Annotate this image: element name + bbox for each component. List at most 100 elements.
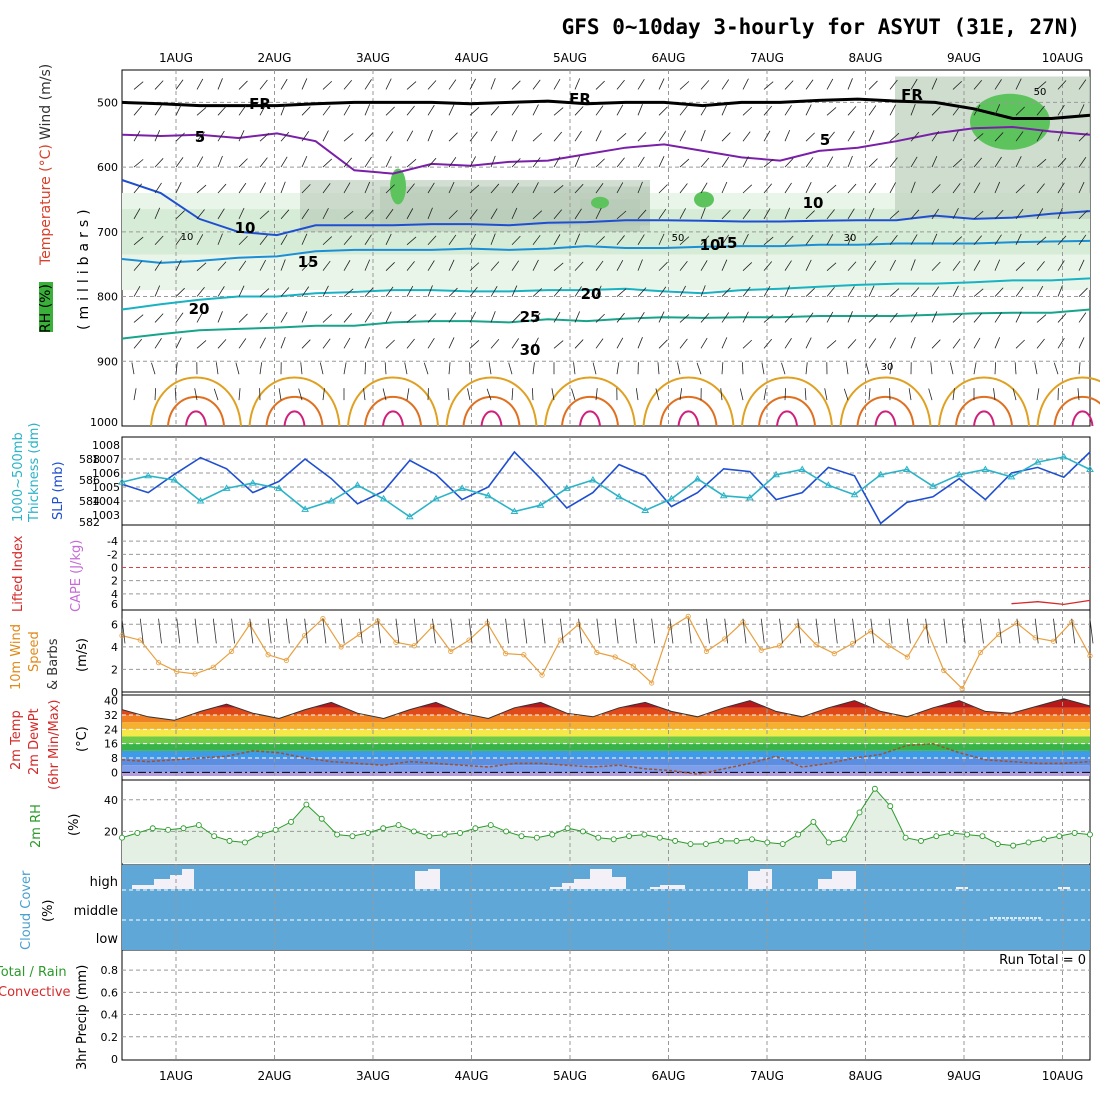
wind-barb — [469, 286, 478, 297]
wind-barb — [238, 235, 248, 246]
wind-barb — [1057, 285, 1063, 297]
wind-speed-marker — [776, 643, 783, 649]
wind-barb — [843, 388, 849, 401]
wind-barb — [910, 311, 918, 323]
wind-barb — [215, 362, 219, 375]
cloud-level-middle: middle — [74, 904, 118, 919]
wind-barb-10m — [742, 618, 747, 644]
wind-barb — [784, 105, 792, 116]
warm-contour-inner — [364, 395, 422, 427]
wind-barb — [175, 104, 182, 116]
wind-barb — [1078, 234, 1087, 245]
wind-barb — [511, 235, 521, 246]
wind-barb — [280, 131, 290, 142]
wind-barb — [364, 156, 372, 168]
cloud-clear-gap — [660, 885, 685, 889]
lifted-index-line — [1011, 599, 1091, 606]
rh-marker — [134, 830, 141, 836]
top-date-7AUG: 7AUG — [750, 51, 784, 65]
thickness-marker — [275, 484, 283, 491]
wind-barb — [952, 313, 963, 323]
hot-contour — [480, 410, 503, 427]
thickness-marker — [144, 471, 153, 479]
wind-barb — [595, 80, 605, 90]
rh-marker — [288, 818, 294, 825]
rh-marker — [272, 826, 279, 833]
wind-barb — [343, 312, 353, 323]
wind-barb — [447, 388, 450, 401]
ylabel-cloud-cover: Cloud Cover — [19, 870, 34, 950]
wind-barb — [679, 314, 690, 323]
wind-barb — [616, 337, 624, 349]
wind-barb — [385, 339, 395, 349]
wind-barb — [322, 236, 333, 246]
wind-barb — [238, 338, 247, 349]
wind-barb — [742, 311, 749, 323]
wind-barb — [994, 132, 1004, 142]
wind-barb — [1015, 311, 1022, 323]
wind-barb — [133, 208, 141, 220]
wind-barb — [322, 130, 329, 142]
contour-label: 15 — [717, 234, 738, 252]
cloud-clear-gap — [956, 887, 968, 889]
rh-marker — [902, 834, 909, 841]
wind-barb — [931, 286, 940, 297]
wind-barb — [364, 104, 371, 116]
wind-barb — [532, 234, 541, 246]
wind-barb — [448, 132, 458, 142]
thickness-marker — [379, 494, 388, 502]
wind-barb — [721, 156, 730, 168]
wind-barb — [868, 260, 877, 271]
warm-contour-inner — [462, 395, 521, 427]
wind-barb — [889, 157, 898, 168]
wind-speed-marker — [576, 621, 582, 627]
wind-barb — [363, 388, 366, 401]
wind-barb — [448, 362, 451, 375]
top-date-5AUG: 5AUG — [553, 51, 587, 65]
wind-barb-10m — [541, 618, 546, 644]
wind-barb — [406, 183, 415, 194]
wind-barb — [908, 388, 912, 401]
rh-marker — [702, 841, 709, 847]
warm-contour — [642, 376, 735, 427]
wind-barb — [805, 312, 814, 323]
thickness-marker — [353, 481, 362, 488]
wind-barb — [679, 208, 686, 220]
ylabel-total-rain: Total / Rain — [0, 965, 67, 980]
hot-contour — [283, 410, 306, 427]
wind-barb — [1036, 183, 1045, 194]
wind-barb — [973, 260, 981, 271]
wind-barb — [574, 261, 584, 271]
ylabel-thickness-1: 1000~500mb — [11, 432, 26, 522]
thickness-marker — [1007, 472, 1016, 480]
rh-area — [122, 788, 1090, 863]
warm-contour-inner — [659, 395, 718, 427]
wind-barb — [824, 388, 828, 401]
wind-barb-10m — [176, 618, 181, 644]
wind-barb — [805, 234, 814, 245]
wind-barb — [511, 80, 521, 90]
wind-barb — [133, 338, 143, 349]
wind-barb — [595, 338, 604, 349]
wind-barb — [259, 132, 270, 142]
wind-barb — [595, 207, 602, 220]
wind-barb — [931, 106, 941, 116]
wind-barb — [845, 362, 849, 375]
rh-marker — [349, 833, 356, 840]
wind-barb — [994, 337, 1001, 349]
wind-barb-10m — [833, 618, 838, 644]
wind-barb — [847, 130, 855, 142]
wind-barb — [448, 287, 458, 297]
ylabel-barbs: & Barbs — [46, 638, 61, 690]
wind-barb — [364, 234, 372, 245]
wind-barb — [637, 209, 647, 220]
wind-barb — [175, 337, 182, 349]
wind-barb — [595, 158, 605, 168]
warm-contour — [347, 376, 439, 427]
wind-barb — [994, 181, 1001, 194]
wind-barb — [1057, 207, 1063, 220]
wind-barb — [238, 260, 247, 271]
wind-speed-line — [121, 615, 1091, 690]
